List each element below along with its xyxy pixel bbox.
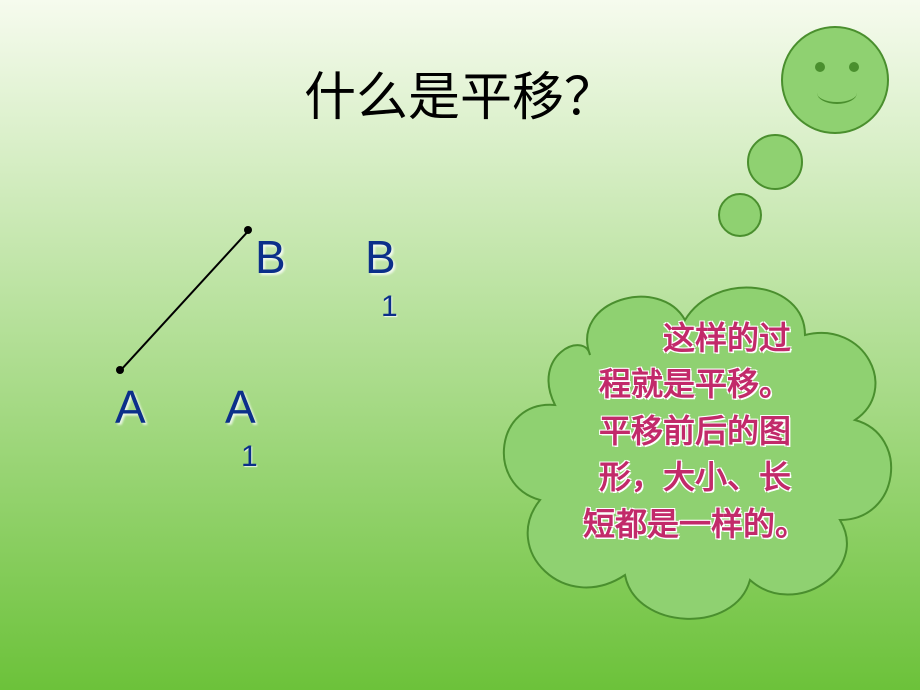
smiley-mouth <box>817 82 857 104</box>
label-b1: B <box>365 230 396 284</box>
slide: 什么是平移？ A A 1 B B 1 这样的过程就是平移。平移前后的图形，大小、… <box>0 0 920 690</box>
segment-ab <box>119 230 249 371</box>
label-a1: A <box>225 380 256 434</box>
label-a: A <box>115 380 146 434</box>
smiley-face <box>781 26 889 134</box>
point-a-dot <box>116 366 124 374</box>
smiley-eye-left <box>815 62 825 72</box>
label-b: B <box>255 230 286 284</box>
label-a1-sub: 1 <box>241 440 258 474</box>
point-b-dot <box>244 226 252 234</box>
smiley-eye-right <box>849 62 859 72</box>
thought-bubble-small <box>718 193 762 237</box>
cloud-text: 这样的过程就是平移。平移前后的图形，大小、长短都是一样的。 <box>540 315 850 547</box>
label-b1-sub: 1 <box>381 290 398 324</box>
thought-bubble-mid <box>747 134 803 190</box>
